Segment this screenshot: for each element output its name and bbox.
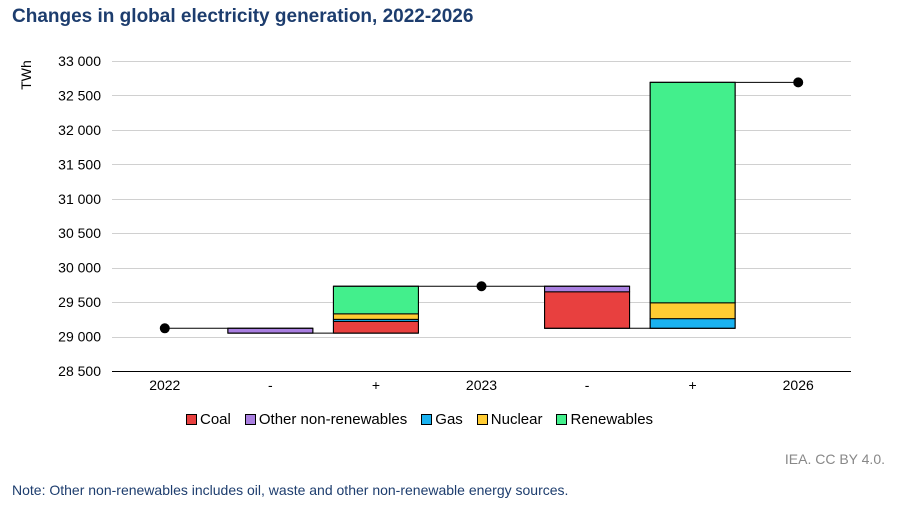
- legend-label-gas: Gas: [435, 411, 463, 428]
- legend-swatch-other-non-renewables: [245, 414, 256, 425]
- total-point-2022: [160, 323, 170, 333]
- legend: Coal Other non-renewables Gas Nuclear Re…: [186, 411, 667, 428]
- legend-label-nuclear: Nuclear: [491, 411, 543, 428]
- waterfall-bar-increase: [333, 286, 418, 333]
- y-tick-label: 32 000: [58, 122, 101, 138]
- legend-item-other-non-renewables: Other non-renewables: [245, 411, 407, 428]
- bar-segment-other-non-renewables: [228, 328, 313, 333]
- bar-segment-nuclear: [650, 303, 735, 319]
- y-tick-label: 32 500: [58, 87, 101, 103]
- bar-segment-other-non-renewables: [545, 286, 630, 292]
- legend-swatch-nuclear: [477, 414, 488, 425]
- waterfall-bar-increase: [650, 82, 735, 328]
- y-tick-label: 29 500: [58, 294, 101, 310]
- footnote: Note: Other non-renewables includes oil,…: [12, 482, 568, 498]
- bar-segment-coal: [545, 292, 630, 329]
- bar-segment-gas: [650, 319, 735, 329]
- legend-item-renewables: Renewables: [556, 411, 653, 428]
- y-tick-label: 33 000: [58, 53, 101, 69]
- y-tick-label: 30 000: [58, 260, 101, 276]
- bar-segment-nuclear: [333, 314, 418, 320]
- total-point-2023: [477, 281, 487, 291]
- legend-swatch-coal: [186, 414, 197, 425]
- legend-label-renewables: Renewables: [570, 411, 653, 428]
- bar-segment-renewables: [333, 286, 418, 314]
- legend-item-nuclear: Nuclear: [477, 411, 543, 428]
- x-tick-label: 2023: [466, 377, 497, 393]
- x-tick-label: +: [689, 377, 697, 393]
- y-axis-ticks: 28 500 29 000 29 500 30 000 30 500 31 000 31 5…: [58, 53, 101, 379]
- waterfall-bar-decrease: [545, 286, 630, 328]
- bar-segment-coal: [333, 321, 418, 333]
- legend-label-other-non-renewables: Other non-renewables: [259, 411, 407, 428]
- x-axis-ticks: 2022 - +2023 - +2026: [149, 377, 814, 393]
- legend-swatch-renewables: [556, 414, 567, 425]
- x-tick-label: 2026: [783, 377, 814, 393]
- legend-item-gas: Gas: [421, 411, 463, 428]
- gridlines: [112, 62, 851, 338]
- x-tick-label: +: [372, 377, 380, 393]
- legend-swatch-gas: [421, 414, 432, 425]
- x-tick-label: 2022: [149, 377, 180, 393]
- y-tick-label: 30 500: [58, 225, 101, 241]
- y-tick-label: 31 000: [58, 191, 101, 207]
- y-tick-label: 31 500: [58, 156, 101, 172]
- legend-label-coal: Coal: [200, 411, 231, 428]
- total-point-2026: [793, 77, 803, 87]
- legend-item-coal: Coal: [186, 411, 231, 428]
- bar-segment-renewables: [650, 82, 735, 302]
- source-credit: IEA. CC BY 4.0.: [785, 451, 885, 467]
- waterfall-chart: 28 500 29 000 29 500 30 000 30 500 31 000 31 5…: [0, 0, 906, 405]
- y-axis-label: TWh: [18, 60, 34, 90]
- y-tick-label: 28 500: [58, 363, 101, 379]
- x-tick-label: -: [268, 377, 273, 393]
- x-tick-label: -: [585, 377, 590, 393]
- y-tick-label: 29 000: [58, 329, 101, 345]
- bars: [228, 82, 735, 333]
- waterfall-bar-decrease: [228, 328, 313, 333]
